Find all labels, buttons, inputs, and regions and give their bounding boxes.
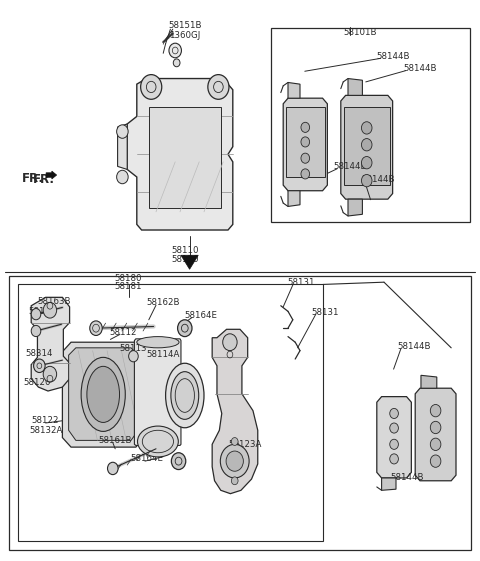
Ellipse shape <box>81 357 125 431</box>
Circle shape <box>43 366 57 382</box>
Polygon shape <box>341 95 393 199</box>
Text: 58180: 58180 <box>115 274 143 283</box>
Text: 58151B: 58151B <box>168 21 202 30</box>
Circle shape <box>361 157 372 169</box>
Polygon shape <box>62 342 144 447</box>
Polygon shape <box>377 397 411 478</box>
Bar <box>9 276 471 550</box>
Polygon shape <box>421 375 437 388</box>
Circle shape <box>208 75 229 99</box>
Ellipse shape <box>137 337 179 348</box>
Text: 58144B: 58144B <box>404 64 437 73</box>
Text: 58161B: 58161B <box>98 436 132 445</box>
Polygon shape <box>344 107 390 185</box>
Circle shape <box>430 455 441 467</box>
Polygon shape <box>46 171 57 179</box>
Text: 58114A: 58114A <box>146 350 180 359</box>
Circle shape <box>390 423 398 433</box>
Circle shape <box>178 320 192 337</box>
Ellipse shape <box>137 426 179 457</box>
Polygon shape <box>127 79 233 230</box>
Text: 58181: 58181 <box>115 282 143 291</box>
Text: 1360GJ: 1360GJ <box>169 31 201 40</box>
Text: 58144B: 58144B <box>390 473 424 482</box>
Polygon shape <box>348 199 362 216</box>
Polygon shape <box>283 98 327 191</box>
Bar <box>18 284 323 541</box>
Circle shape <box>34 359 45 373</box>
Ellipse shape <box>166 364 204 427</box>
Circle shape <box>169 43 181 58</box>
Text: 58120: 58120 <box>24 378 51 387</box>
Text: 58164E: 58164E <box>184 311 217 320</box>
Text: 58130: 58130 <box>171 255 199 264</box>
Circle shape <box>129 351 138 362</box>
Circle shape <box>301 137 310 147</box>
Polygon shape <box>348 79 362 95</box>
Circle shape <box>361 174 372 187</box>
Polygon shape <box>118 124 127 169</box>
Circle shape <box>226 451 243 471</box>
Text: 58314: 58314 <box>25 349 53 358</box>
Circle shape <box>31 325 41 337</box>
Circle shape <box>43 302 57 318</box>
Polygon shape <box>181 255 198 269</box>
Polygon shape <box>212 329 258 494</box>
Text: 58122: 58122 <box>32 416 60 425</box>
Circle shape <box>117 125 128 139</box>
Circle shape <box>31 309 41 320</box>
Text: 58110: 58110 <box>171 246 199 255</box>
Text: FR.: FR. <box>22 172 44 186</box>
Text: 58113: 58113 <box>120 344 147 353</box>
Polygon shape <box>69 348 138 440</box>
Text: 58144B: 58144B <box>397 342 431 351</box>
Bar <box>271 28 470 222</box>
Circle shape <box>390 408 398 419</box>
Text: 58144B: 58144B <box>377 52 410 61</box>
Polygon shape <box>382 478 396 490</box>
Circle shape <box>301 122 310 132</box>
Circle shape <box>361 139 372 151</box>
Circle shape <box>390 454 398 464</box>
Polygon shape <box>288 191 300 206</box>
Circle shape <box>231 438 238 445</box>
Circle shape <box>231 477 238 485</box>
Circle shape <box>141 75 162 99</box>
Circle shape <box>430 404 441 417</box>
Text: 58164E: 58164E <box>130 454 163 463</box>
Circle shape <box>171 453 186 470</box>
Circle shape <box>90 321 102 335</box>
Circle shape <box>361 122 372 134</box>
Ellipse shape <box>87 366 120 422</box>
Circle shape <box>108 462 118 475</box>
Circle shape <box>390 439 398 449</box>
Text: 58131: 58131 <box>288 278 315 287</box>
Text: 58112: 58112 <box>109 328 137 337</box>
Bar <box>149 107 221 208</box>
Circle shape <box>301 153 310 163</box>
Text: 58123A: 58123A <box>228 440 262 449</box>
Polygon shape <box>134 339 181 445</box>
Text: 58144B: 58144B <box>361 175 395 184</box>
Text: 58132A: 58132A <box>29 426 62 435</box>
Circle shape <box>301 169 310 179</box>
Circle shape <box>430 421 441 434</box>
Polygon shape <box>415 388 456 481</box>
Circle shape <box>430 438 441 450</box>
Circle shape <box>223 334 237 351</box>
Circle shape <box>220 444 249 478</box>
Ellipse shape <box>171 372 199 420</box>
Circle shape <box>173 59 180 67</box>
Text: FR.: FR. <box>33 173 55 186</box>
Text: 58125: 58125 <box>28 307 56 316</box>
Circle shape <box>117 171 128 184</box>
Polygon shape <box>286 107 325 177</box>
Text: 58162B: 58162B <box>146 298 180 307</box>
Text: 58131: 58131 <box>312 308 339 317</box>
Text: 58144B: 58144B <box>334 162 367 171</box>
Polygon shape <box>31 297 70 391</box>
Polygon shape <box>288 82 300 98</box>
Text: 58101B: 58101B <box>343 28 377 37</box>
Text: 58163B: 58163B <box>37 297 71 306</box>
